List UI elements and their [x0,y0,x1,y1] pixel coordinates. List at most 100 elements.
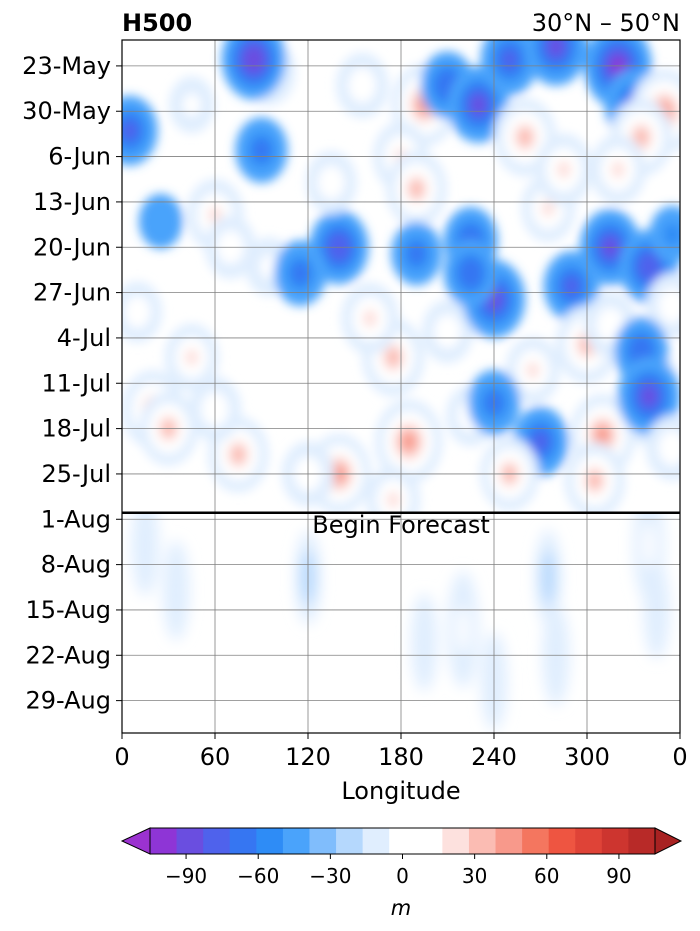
analysis-blob-level [634,342,648,360]
x-tick-label: 300 [564,743,610,771]
forecast-blob-level [137,516,153,574]
x-tick-label: 240 [471,743,517,771]
analysis-blob-level [130,302,145,322]
colorbar-tick-label: 30 [462,864,487,888]
forecast-blob-level [416,614,432,670]
analysis-blob-level [362,309,378,328]
analysis-blob-level [464,264,478,282]
x-axis-label: Longitude [341,777,460,805]
y-tick-label: 13-Jun [33,188,111,216]
analysis-inner [122,40,680,513]
analysis-blob-level [386,491,400,509]
x-axis-ticks: 0 60 120 180 240 300 0 [114,733,688,771]
y-tick-label: 6-Jun [48,143,111,171]
y-tick-label: 15-Aug [25,596,111,624]
forecast-blob-level [541,550,556,605]
analysis-blob-level [663,223,680,246]
analysis-blob-level [408,244,425,264]
colorbar-swatch [442,828,470,854]
colorbar-swatch [362,828,390,854]
analysis-blob-level [439,321,456,342]
y-tick-label: 27-Jun [33,279,111,307]
analysis-blob-level [292,263,309,284]
analysis-group [122,40,680,513]
colorbar-swatch [522,828,550,854]
y-tick-label: 11-Jul [42,369,112,397]
colorbar-swatch [389,828,417,854]
colorbar-under-arrow [120,827,151,855]
analysis-blob-level [664,295,680,316]
y-tick-label: 1-Aug [41,505,111,533]
colorbar-swatch [628,828,656,854]
analysis-blob-level [410,181,423,197]
y-tick-label: 4-Jul [57,324,111,352]
colorbar-swatch [336,828,364,854]
analysis-blob-level [323,172,339,193]
colorbar-swatch [495,828,523,854]
colorbar-tick-label: 60 [534,864,559,888]
colorbar-tick-label: 0 [396,864,409,888]
analysis-blob-level [526,362,540,379]
analysis-blob-level [402,433,415,450]
analysis-blob-level [642,388,656,405]
colorbar-tick-label: −90 [165,864,207,888]
analysis-blob-level [152,210,170,233]
y-tick-label: 30-May [22,97,111,125]
y-tick-label: 8-Aug [41,551,111,579]
y-tick-label: 23-May [22,52,111,80]
y-tick-label: 29-Aug [25,687,111,715]
analysis-blob-level [472,96,485,113]
colorbar-label: m [391,896,411,920]
analysis-blob-level [556,160,571,179]
x-tick-label: 0 [672,743,687,771]
analysis-blob-level [182,93,201,116]
analysis-blob-level [502,50,517,69]
chart-title-left: H500 [122,9,192,37]
analysis-blob-level [664,438,680,458]
chart-title-right: 30°N – 50°N [532,9,680,37]
analysis-blob-level [533,432,548,451]
y-tick-label: 18-Jul [42,415,112,443]
x-tick-label: 180 [378,743,424,771]
forecast-blob-level [642,522,656,569]
colorbar-tick-label: −60 [237,864,279,888]
colorbar-swatch [282,828,310,854]
x-tick-label: 0 [114,743,129,771]
colorbar-swatch [601,828,629,854]
analysis-blob-level [248,52,260,67]
forecast-blob-level [168,562,184,619]
analysis-blob-level [259,255,279,279]
colorbar-over-arrow [654,827,683,855]
colorbar-swatch [415,828,443,854]
colorbar-swatch [203,828,231,854]
analysis-blob-level [541,200,555,217]
colorbar-swatch [176,828,204,854]
x-tick-label: 60 [200,743,231,771]
x-tick-label: 120 [285,743,331,771]
colorbar-swatch [229,828,257,854]
colorbar: −90 −60 −30 0 30 60 90 [120,827,683,888]
colorbar-tick-label: −30 [309,864,351,888]
analysis-field [122,40,680,513]
analysis-blob-level [231,446,245,463]
y-axis-ticks: 23-May 30-May 6-Jun 13-Jun 20-Jun 27-Jun 4-Jul… [22,52,122,715]
analysis-blob-level [185,349,199,366]
analysis-blob-level [122,122,137,140]
analysis-blob-level [642,259,656,275]
analysis-blob-level [518,129,532,146]
begin-forecast-label: Begin Forecast [312,511,490,539]
analysis-blob-level [634,129,648,146]
analysis-blob-level [386,349,400,366]
analysis-blob-level [588,472,602,489]
colorbar-tick-label: 90 [606,864,631,888]
analysis-blob-level [354,75,371,96]
analysis-blob-level [596,427,609,443]
colorbar-swatch [150,828,178,854]
analysis-blob-level [602,315,619,335]
analysis-blob-level [549,40,563,55]
y-tick-label: 22-Aug [25,641,111,669]
colorbar-swatch [256,828,284,854]
analysis-blob-level [253,140,270,161]
y-tick-label: 25-Jul [42,460,112,488]
